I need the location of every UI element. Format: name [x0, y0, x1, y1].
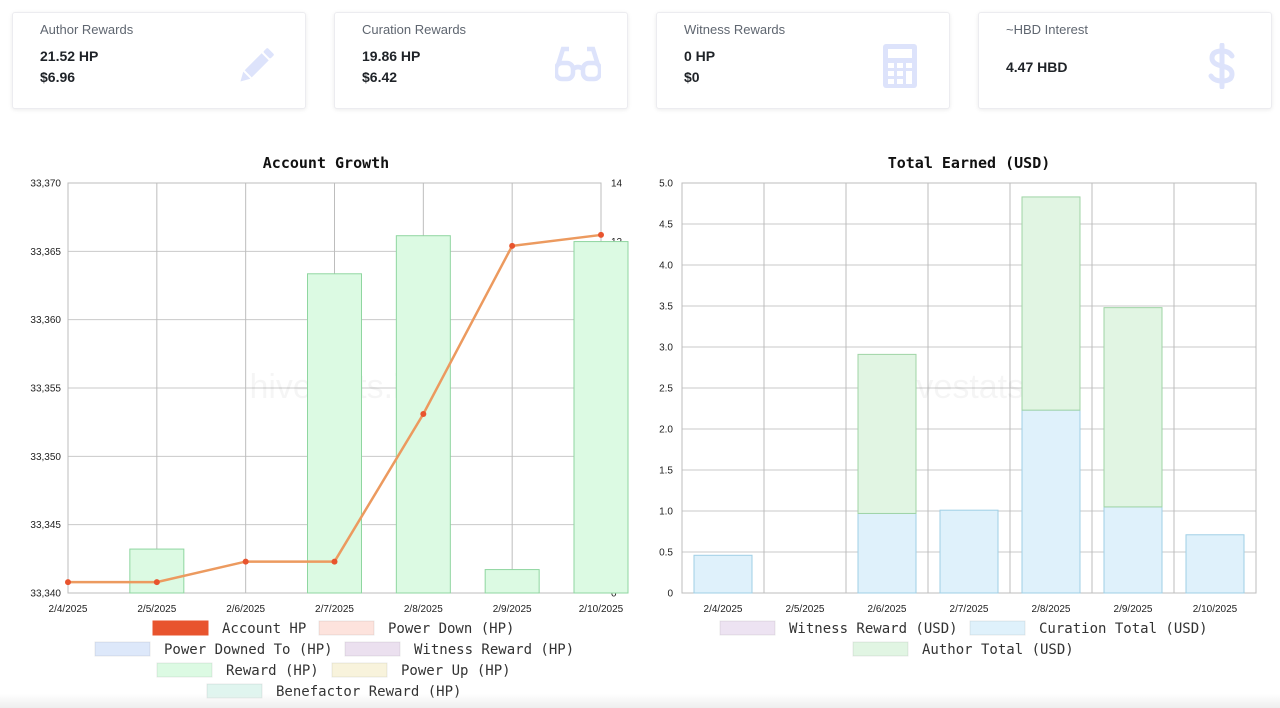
x-tick-label: 2/6/2025	[226, 604, 265, 615]
y-right-tick-label: 0	[611, 589, 617, 600]
stacked-bar-segment	[857, 353, 917, 514]
stacked-bar-segment	[693, 554, 753, 594]
y-left-tick-label: 33,355	[30, 384, 61, 395]
x-tick-label: 2/5/2025	[137, 604, 176, 615]
glasses-icon	[555, 46, 601, 82]
dollar-icon	[1208, 43, 1235, 89]
y-left-tick-label: 33,370	[30, 179, 61, 190]
card-title: Witness Rewards	[684, 22, 786, 37]
x-tick-label: 2/8/2025	[404, 604, 443, 615]
card-value-hp: 0 HP	[684, 48, 716, 64]
y-left-tick-label: 33,340	[30, 589, 61, 600]
legend: Witness Reward (USD) Curation Total (USD)…	[719, 620, 1208, 658]
y-tick-label: 3.5	[659, 302, 673, 313]
card-value-usd: $6.42	[362, 69, 398, 85]
witness-rewards-card: Witness Rewards 0 HP $0	[656, 12, 950, 109]
calculator-icon	[883, 44, 917, 88]
card-value-hp: 21.52 HP	[40, 48, 99, 64]
legend-swatch	[152, 620, 209, 636]
x-tick-label: 2/10/2025	[579, 604, 624, 615]
card-title: Author Rewards	[40, 22, 134, 37]
y-tick-label: 4.0	[659, 261, 673, 272]
x-tick-label: 2/9/2025	[493, 604, 532, 615]
legend-label: Power Downed To (HP)	[164, 642, 333, 658]
legend-label: Author Total (USD)	[922, 642, 1074, 658]
account-hp-point	[331, 558, 338, 565]
card-value-hbd: 4.47 HBD	[1006, 59, 1068, 75]
x-tick-label: 2/6/2025	[868, 604, 907, 615]
y-tick-label: 3.0	[659, 343, 673, 354]
x-tick-label: 2/4/2025	[49, 604, 88, 615]
total-earned-chart: 0 0.5 1.0 1.5 2.0 2.5 3.0 3.5 4.0 4.5 5.0 2/4/2025 2…	[659, 179, 1257, 658]
legend-label: Power Up (HP)	[401, 663, 511, 679]
x-tick-label: 2/8/2025	[1032, 604, 1071, 615]
legend-swatch	[344, 641, 401, 657]
legend-label: Account HP	[222, 621, 306, 637]
y-right-tick-label: 14	[611, 179, 623, 190]
x-tick-label: 2/9/2025	[1114, 604, 1153, 615]
legend-label: Witness Reward (USD)	[789, 621, 958, 637]
legend-swatch	[969, 620, 1026, 636]
x-tick-label: 2/5/2025	[786, 604, 825, 615]
card-title: ~HBD Interest	[1006, 22, 1089, 37]
y-tick-label: 2.0	[659, 425, 673, 436]
legend-swatch	[94, 641, 151, 657]
account-hp-point	[153, 579, 160, 586]
x-tick-label: 2/10/2025	[1193, 604, 1238, 615]
y-tick-label: 0.5	[659, 548, 673, 559]
x-tick-label: 2/4/2025	[704, 604, 743, 615]
reward-bar	[484, 569, 540, 594]
y-tick-label: 5.0	[659, 179, 673, 190]
stacked-bar-segment	[1021, 196, 1081, 411]
y-tick-label: 0	[667, 589, 673, 600]
legend-label: Reward (HP)	[226, 663, 319, 679]
account-hp-point	[65, 579, 71, 586]
legend-swatch	[318, 620, 375, 636]
y-left-tick-label: 33,345	[30, 520, 61, 531]
author-rewards-card: Author Rewards 21.52 HP $6.96	[12, 12, 306, 109]
stacked-bar-segment	[1021, 409, 1081, 594]
account-growth-title: Account Growth	[262, 154, 390, 172]
legend-label: Curation Total (USD)	[1039, 621, 1208, 637]
bottom-edge	[0, 694, 1280, 708]
account-hp-point	[509, 242, 516, 249]
legend: Account HP Power Down (HP) Power Downed To…	[94, 620, 574, 700]
stacked-bar-segment	[1103, 506, 1163, 594]
x-tick-label: 2/7/2025	[315, 604, 354, 615]
reward-bar	[307, 273, 362, 594]
card-title: Curation Rewards	[362, 22, 467, 37]
stacked-bar-segment	[939, 509, 999, 594]
stacked-bar-segment	[857, 512, 917, 594]
y-tick-label: 2.5	[659, 384, 673, 395]
hbd-interest-card: ~HBD Interest 4.47 HBD	[978, 12, 1272, 109]
legend-label: Witness Reward (HP)	[414, 642, 574, 658]
y-left-tick-label: 33,360	[30, 315, 61, 326]
y-left-tick-label: 33,365	[30, 247, 61, 258]
reward-bar	[129, 548, 185, 594]
legend-swatch	[331, 662, 388, 678]
stacked-bar-segment	[1103, 307, 1163, 508]
account-growth-chart: 33,340 33,345 33,350 33,355 33,360 33,365 33,3…	[30, 179, 629, 700]
y-tick-label: 4.5	[659, 220, 673, 231]
reward-bar	[573, 241, 629, 594]
legend-swatch	[852, 641, 909, 657]
x-tick-label: 2/7/2025	[950, 604, 989, 615]
total-earned-title: Total Earned (USD)	[887, 154, 1051, 172]
legend-swatch	[719, 620, 776, 636]
y-tick-label: 1.5	[659, 466, 673, 477]
y-left-tick-label: 33,350	[30, 452, 61, 463]
legend-swatch	[156, 662, 213, 678]
card-value-usd: $6.96	[40, 69, 76, 85]
stacked-bar-segment	[1185, 534, 1245, 594]
card-value-hp: 19.86 HP	[362, 48, 421, 64]
account-hp-point	[598, 231, 604, 238]
y-tick-label: 1.0	[659, 507, 673, 518]
pencil-icon	[240, 48, 274, 82]
card-value-usd: $0	[684, 69, 700, 85]
curation-rewards-card: Curation Rewards 19.86 HP $6.42	[334, 12, 628, 109]
legend-label: Power Down (HP)	[388, 621, 514, 637]
account-hp-point	[242, 558, 249, 565]
account-hp-point	[420, 410, 427, 417]
